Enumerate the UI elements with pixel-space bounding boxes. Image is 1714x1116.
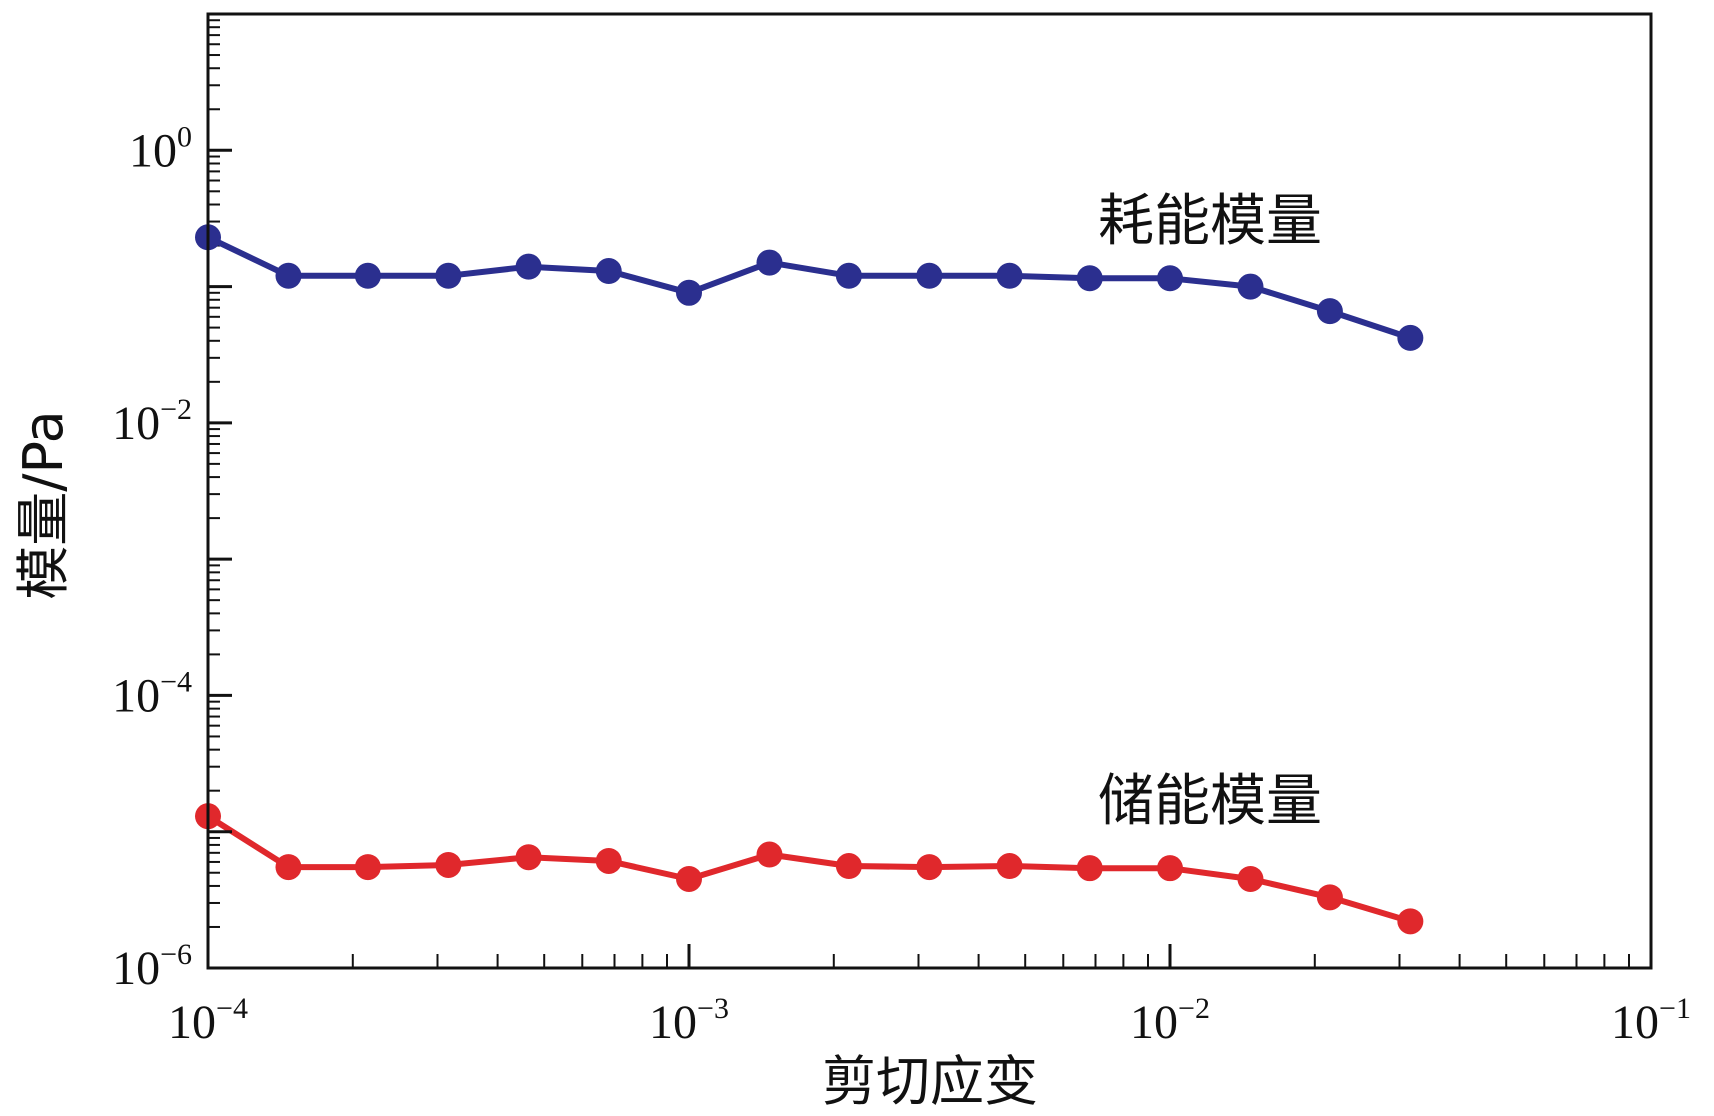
major-ticks (206, 12, 1653, 970)
series-0-point (1157, 265, 1183, 292)
x-tick-label: 10−3 (649, 992, 729, 1049)
series-line-0 (206, 234, 1412, 341)
series-1-point (996, 853, 1023, 880)
series-0-point (354, 262, 381, 289)
series-1-point (275, 854, 302, 881)
series-1-point (595, 847, 622, 874)
series-0-point (275, 262, 302, 289)
series-0-point (1316, 298, 1343, 325)
series-0-point (515, 253, 542, 280)
series-0-point (1076, 265, 1103, 292)
series-0-point (916, 262, 943, 289)
series-1-point (756, 841, 783, 868)
series-1-point (435, 851, 462, 878)
series-0-point (1397, 324, 1424, 351)
y-tick-label: 10−6 (112, 938, 192, 995)
y-tick-label: 10−2 (112, 393, 192, 450)
series-label-loss-modulus: 耗能模量 (1098, 189, 1322, 254)
minor-ticks (208, 19, 1630, 968)
series-0-point (676, 279, 702, 306)
x-axis-title: 剪切应变 (822, 1050, 1038, 1113)
x-tick-label: 10−2 (1130, 992, 1210, 1049)
series-0-point (996, 262, 1023, 289)
series-0-point (835, 262, 862, 289)
y-axis-title: 模量/Pa (12, 410, 75, 599)
series-0-point (435, 262, 462, 289)
series-0-point (1237, 273, 1264, 300)
series-1-point (1076, 855, 1103, 882)
series-1-point (1157, 855, 1183, 882)
series-1-point (916, 854, 943, 881)
series-label-storage-modulus: 储能模量 (1098, 769, 1322, 834)
plot-frame (206, 12, 1653, 970)
series-1-point (676, 865, 702, 892)
series-1-point (354, 854, 381, 881)
y-tick-label: 100 (129, 120, 192, 177)
series-0-point (756, 249, 783, 276)
series-line-1 (206, 813, 1412, 925)
series-1-point (835, 853, 862, 880)
series-0-point (595, 258, 622, 285)
x-tick-label: 10−4 (168, 992, 248, 1049)
x-tick-label: 10−1 (1611, 992, 1691, 1049)
series-1-point (1397, 908, 1424, 935)
series-1-point (1316, 884, 1343, 911)
y-tick-label: 10−4 (112, 665, 192, 722)
series-1-point (1237, 865, 1264, 892)
series-1-point (515, 844, 542, 871)
series-group (195, 224, 1424, 935)
